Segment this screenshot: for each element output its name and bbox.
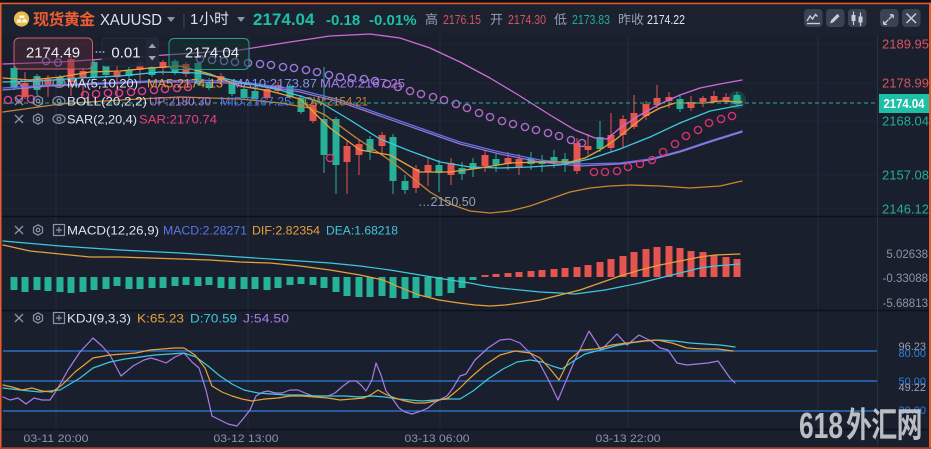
svg-text:2168.04: 2168.04 — [882, 114, 929, 129]
svg-text:DIF:2.82354: DIF:2.82354 — [252, 223, 320, 237]
svg-text:03-13 06:00: 03-13 06:00 — [405, 433, 470, 445]
svg-text:1: 1 — [190, 11, 198, 28]
svg-text:96.23: 96.23 — [898, 341, 926, 353]
svg-text:-5.68813: -5.68813 — [883, 298, 928, 310]
svg-text:5.02638: 5.02638 — [886, 249, 928, 261]
svg-text:80.00: 80.00 — [898, 348, 926, 360]
svg-text:03-11 20:00: 03-11 20:00 — [24, 433, 89, 445]
svg-text:J:54.50: J:54.50 — [243, 311, 289, 325]
svg-text:-0.01%: -0.01% — [369, 12, 417, 29]
svg-text:2173.83: 2173.83 — [572, 12, 610, 27]
svg-text:2146.12: 2146.12 — [882, 202, 929, 217]
svg-text:2174.49: 2174.49 — [26, 45, 80, 62]
svg-text:618: 618 — [799, 405, 843, 446]
svg-text:K:65.23: K:65.23 — [137, 311, 184, 325]
svg-text:DEA:1.68218: DEA:1.68218 — [326, 223, 398, 237]
svg-text:2189.95: 2189.95 — [882, 37, 929, 52]
svg-text:2178.99: 2178.99 — [882, 76, 929, 91]
svg-text:2174.04: 2174.04 — [884, 96, 926, 111]
svg-text:-0.18: -0.18 — [326, 12, 360, 29]
svg-text:2176.15: 2176.15 — [443, 12, 481, 27]
svg-text:MACD(12,26,9): MACD(12,26,9) — [67, 223, 159, 237]
svg-text:LOW:2154.21: LOW:2154.21 — [298, 94, 368, 108]
svg-text:49.22: 49.22 — [898, 382, 926, 394]
svg-text:2174.30: 2174.30 — [508, 12, 546, 27]
svg-text:2174.22: 2174.22 — [647, 12, 685, 27]
svg-text:MA20:2167.25: MA20:2167.25 — [320, 76, 405, 90]
svg-text:03-12 13:00: 03-12 13:00 — [214, 433, 279, 445]
svg-text:|: | — [182, 12, 186, 29]
svg-text:SAR(2,20,4): SAR(2,20,4) — [67, 112, 137, 126]
svg-text:MID:2167.25: MID:2167.25 — [220, 94, 291, 108]
svg-text:2157.08: 2157.08 — [882, 168, 929, 183]
svg-text:2174.04: 2174.04 — [185, 45, 239, 62]
svg-text:…2150.50: …2150.50 — [418, 195, 476, 209]
svg-text:SAR:2170.74: SAR:2170.74 — [139, 112, 217, 126]
svg-text:0.01: 0.01 — [111, 45, 140, 62]
svg-text:MA(5,10,20): MA(5,10,20) — [67, 76, 138, 90]
svg-text:MACD:2.28271: MACD:2.28271 — [163, 223, 247, 237]
svg-text:2174.04: 2174.04 — [253, 10, 315, 29]
svg-text:MA10:2173.87: MA10:2173.87 — [232, 76, 317, 90]
svg-text:03-13 22:00: 03-13 22:00 — [596, 433, 661, 445]
svg-text:MA5:2174.13: MA5:2174.13 — [147, 76, 223, 90]
svg-text:BOLL(20,2,2): BOLL(20,2,2) — [67, 94, 147, 108]
svg-text:-0.33088: -0.33088 — [883, 273, 928, 285]
svg-text:D:70.59: D:70.59 — [190, 311, 237, 325]
svg-text:50.00: 50.00 — [898, 376, 926, 388]
svg-text:UP:2180.30: UP:2180.30 — [149, 94, 211, 108]
svg-text:XAUUSD: XAUUSD — [100, 12, 162, 29]
svg-text:KDJ(9,3,3): KDJ(9,3,3) — [67, 311, 131, 325]
